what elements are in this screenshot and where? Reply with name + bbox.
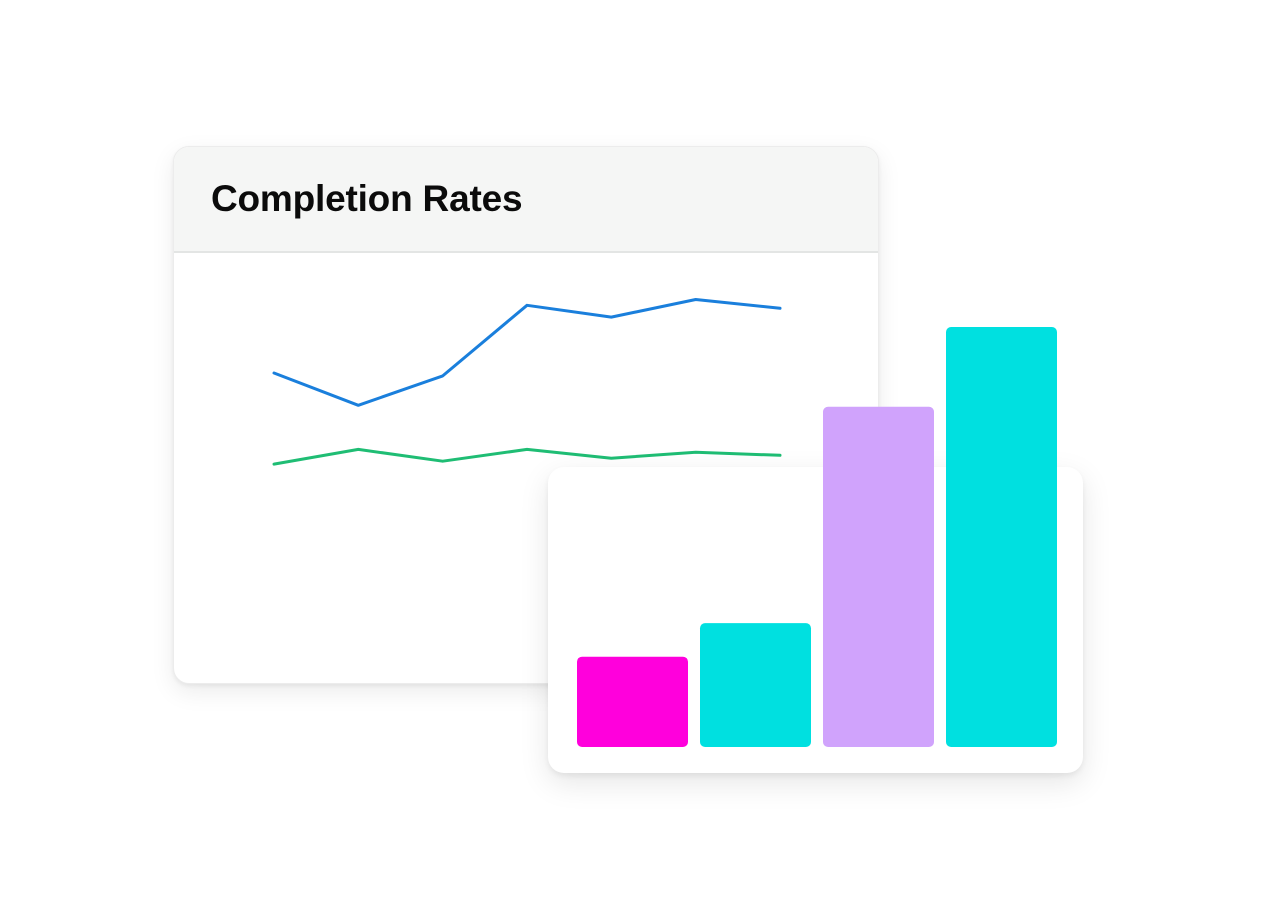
- line-series-2: [272, 447, 782, 466]
- bar-4: [946, 327, 1057, 747]
- line-chart-card: Completion Rates: [173, 146, 879, 684]
- line-series-1: [272, 298, 782, 407]
- bar-chart-card: [548, 327, 1083, 773]
- chart-title: Completion Rates: [211, 178, 523, 219]
- bar-3: [823, 406, 934, 747]
- bar-2: [700, 623, 811, 747]
- line-chart: [272, 298, 782, 466]
- bar-chart: [577, 327, 1057, 747]
- line-chart-header: Completion Rates: [174, 147, 878, 253]
- bar-1: [577, 656, 688, 747]
